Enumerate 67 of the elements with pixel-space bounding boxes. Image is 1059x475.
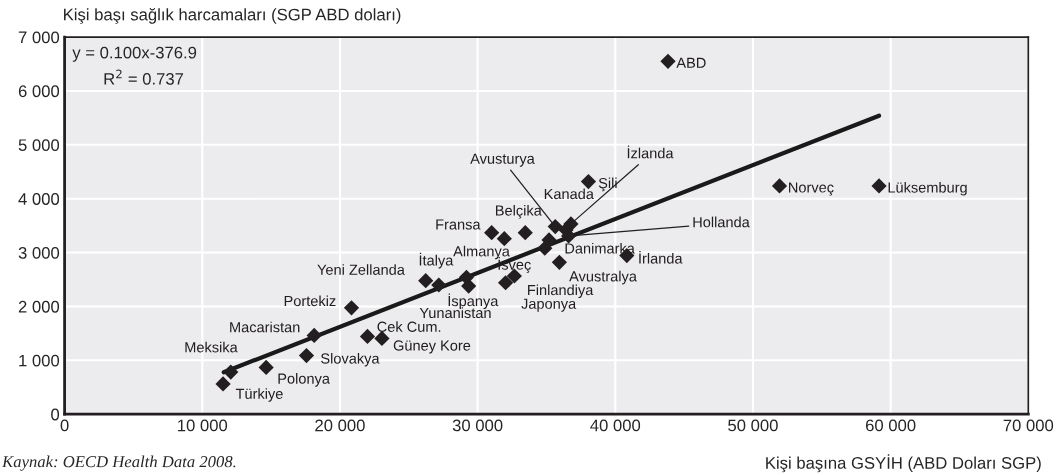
annotation: Güney Kore	[393, 340, 471, 354]
y-tick-label: 1 000	[19, 354, 60, 367]
x-tick-label: 40 000	[590, 419, 641, 432]
point	[306, 327, 322, 343]
annotation: İzlanda	[627, 145, 674, 159]
annotation: Polonya	[278, 373, 330, 387]
annotation: Hollanda	[693, 216, 750, 228]
annotation: Kanada	[544, 188, 594, 200]
point	[359, 328, 376, 345]
annotation: ABD	[676, 57, 706, 68]
point	[660, 53, 676, 69]
point	[871, 178, 887, 194]
point	[258, 359, 274, 375]
annotation: Yunanistan	[419, 307, 491, 319]
point	[484, 225, 500, 241]
annotation: Danimarka	[565, 242, 635, 254]
x-axis-title: Kişi başına GSYİH (ABD Doları SGP)	[766, 454, 1041, 473]
point	[223, 364, 239, 380]
annotation: Portekiz	[284, 295, 336, 307]
annotation: Japonya	[521, 298, 577, 312]
annotation: Fransa	[436, 219, 481, 230]
annotation: Avusturya	[470, 153, 535, 167]
annotation: Finlandiya	[528, 284, 594, 299]
x-tick-label: 0	[60, 419, 69, 432]
y-tick-label: 4 000	[18, 193, 60, 205]
x-tick-label: 60 000	[865, 419, 916, 432]
annotation: R$^{2}$ = 0.737	[104, 69, 184, 85]
y-tick-label: 7 000	[18, 31, 60, 44]
annotation: Yeni Zellanda	[317, 264, 405, 275]
point	[497, 275, 514, 291]
point	[551, 254, 567, 270]
annotation: Macaristan	[230, 321, 300, 333]
point	[343, 300, 360, 316]
annotation: Türkiye	[235, 388, 283, 402]
text: Kaynak: OECD Health Data 2008.	[1, 455, 236, 471]
x-tick-label: 50 000	[728, 419, 778, 432]
point	[298, 347, 315, 364]
y-tick-label: 0	[51, 408, 60, 421]
point	[771, 178, 788, 194]
annotation: Şili	[598, 177, 617, 192]
y-axis-title: Kişi başı sağlık harcamaları (SGP ABD doları)	[64, 8, 401, 24]
annotation: Avustralya	[569, 270, 637, 285]
annotation: İtalya	[419, 252, 454, 269]
annotation: Slovakya	[321, 352, 380, 367]
annotation: Belçika	[495, 204, 542, 219]
point	[547, 218, 563, 235]
point	[418, 273, 434, 289]
annotation: Norveç	[789, 182, 834, 196]
x-tick-label: 30 000	[452, 419, 503, 432]
x-tick-label: 10 000	[178, 419, 228, 432]
annotation: Lüksemburg	[888, 181, 967, 196]
point	[537, 240, 553, 256]
y-tick-label: 2 000	[18, 300, 60, 313]
annotation: İspanya	[448, 293, 499, 310]
y-tick-label: 3 000	[18, 246, 60, 259]
annotation: Meksika	[185, 341, 238, 353]
annotation: İrlanda	[639, 250, 683, 264]
y-tick-label: 6 000	[18, 85, 60, 98]
point	[458, 269, 475, 285]
point	[517, 225, 533, 241]
annotation: y = 0.100x-376.9	[72, 46, 197, 62]
point	[431, 277, 447, 293]
x-tick-label: 20 000	[315, 419, 365, 432]
point	[215, 376, 231, 392]
x-tick-label: 70 000	[1003, 419, 1054, 432]
y-tick-label: 5 000	[18, 139, 60, 152]
annotation: Çek Cum.	[377, 321, 441, 335]
